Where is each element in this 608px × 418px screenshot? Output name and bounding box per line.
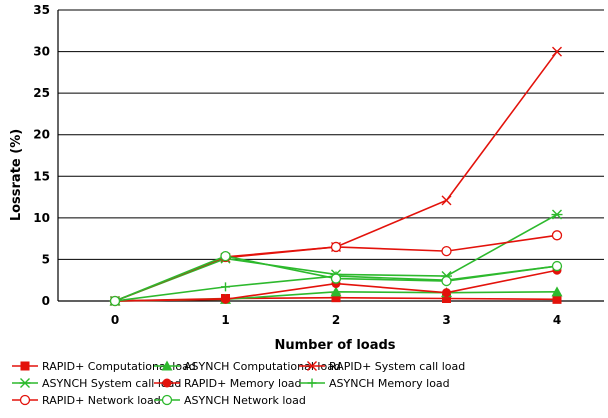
y-tick-label: 25 bbox=[33, 86, 50, 100]
legend-item: ASYNCH Network load bbox=[154, 394, 306, 407]
legend-swatch-marker bbox=[307, 361, 317, 371]
gridlines bbox=[58, 9, 604, 260]
y-tick-labels: 0 5 10 15 20 25 30 35 bbox=[33, 3, 50, 308]
data-point bbox=[441, 245, 452, 257]
y-tick-label: 5 bbox=[42, 252, 50, 266]
y-tick-label: 0 bbox=[42, 294, 50, 308]
x-axis-title: Number of loads bbox=[274, 338, 395, 353]
legend-swatch-marker bbox=[162, 378, 172, 388]
x-tick-label: 3 bbox=[442, 313, 450, 327]
series-8 bbox=[109, 250, 563, 307]
data-point bbox=[441, 275, 452, 287]
legend-label: RAPID+ Computational load bbox=[42, 360, 196, 373]
x-tick-labels: 0 1 2 3 4 bbox=[111, 313, 561, 327]
data-point bbox=[551, 260, 563, 272]
legend-swatch-marker bbox=[307, 378, 317, 388]
legend-item: RAPID+ Memory load bbox=[154, 377, 302, 390]
x-tick-label: 0 bbox=[111, 313, 119, 327]
legend-item: ASYNCH Memory load bbox=[299, 377, 450, 390]
data-point bbox=[220, 250, 231, 262]
y-tick-label: 10 bbox=[33, 211, 50, 225]
legend-item: RAPID+ System call load bbox=[299, 360, 465, 373]
data-point bbox=[551, 230, 563, 241]
data-point bbox=[330, 273, 342, 284]
legend-item: ASYNCH Computational load bbox=[154, 360, 341, 373]
legend-swatch-marker bbox=[20, 361, 30, 371]
data-point bbox=[551, 286, 563, 297]
data-point bbox=[441, 195, 452, 206]
legend-item: RAPID+ Computational load bbox=[12, 360, 196, 373]
legend-label: RAPID+ Network load bbox=[42, 394, 161, 407]
data-point bbox=[552, 46, 562, 57]
data-point bbox=[221, 282, 230, 292]
legend-item: RAPID+ Network load bbox=[12, 394, 161, 407]
legend-swatch-marker bbox=[19, 378, 31, 388]
data-point bbox=[331, 293, 341, 303]
y-tick-label: 30 bbox=[33, 45, 50, 59]
series-group bbox=[109, 46, 563, 307]
legend-label: ASYNCH System call load bbox=[42, 377, 181, 390]
data-point bbox=[330, 286, 342, 297]
axes bbox=[57, 10, 604, 302]
x-tick-label: 1 bbox=[221, 313, 229, 327]
data-point bbox=[551, 209, 563, 220]
data-point bbox=[442, 288, 451, 298]
data-point bbox=[109, 295, 121, 307]
legend-label: ASYNCH Network load bbox=[184, 394, 306, 407]
data-point bbox=[552, 294, 562, 304]
y-tick-label: 20 bbox=[33, 128, 50, 142]
legend-label: RAPID+ System call load bbox=[329, 360, 465, 373]
series-2 bbox=[109, 286, 563, 306]
data-point bbox=[442, 294, 451, 304]
legend-swatch-marker bbox=[161, 394, 173, 406]
y-axis-title: Lossrate (%) bbox=[9, 129, 24, 221]
data-point bbox=[221, 294, 230, 304]
legend-item: ASYNCH System call load bbox=[12, 377, 181, 390]
legend-label: RAPID+ Memory load bbox=[184, 377, 302, 390]
x-tick-label: 2 bbox=[332, 313, 340, 327]
legend-label: ASYNCH Computational load bbox=[184, 360, 341, 373]
legend-swatch-marker bbox=[161, 360, 173, 371]
x-tick-label: 4 bbox=[553, 313, 561, 327]
legend-swatch-marker bbox=[19, 394, 31, 406]
data-point bbox=[330, 241, 342, 253]
y-tick-label: 15 bbox=[33, 169, 50, 183]
y-tick-label: 35 bbox=[33, 3, 50, 17]
legend-label: ASYNCH Memory load bbox=[329, 377, 450, 390]
